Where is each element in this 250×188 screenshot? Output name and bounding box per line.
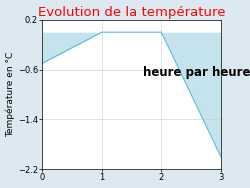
Y-axis label: Température en °C: Température en °C <box>6 52 15 137</box>
Title: Evolution de la température: Evolution de la température <box>38 6 225 19</box>
Text: heure par heure: heure par heure <box>144 67 250 80</box>
